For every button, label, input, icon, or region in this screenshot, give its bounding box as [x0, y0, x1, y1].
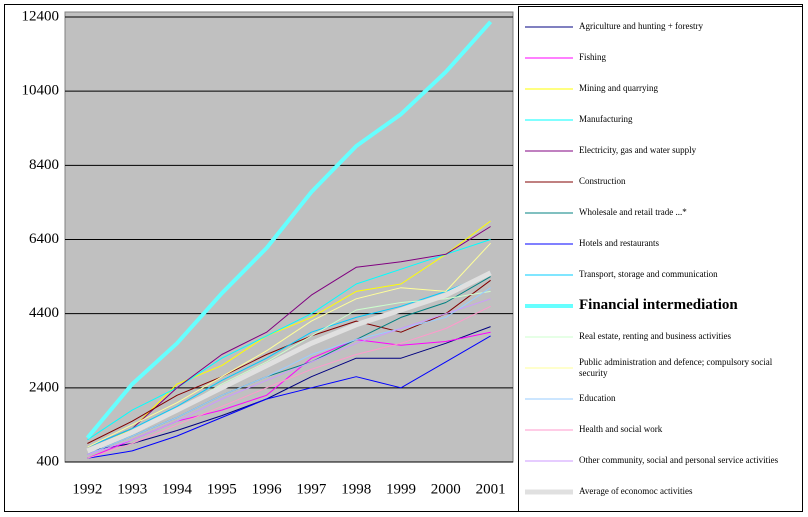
legend-swatch: [525, 212, 573, 213]
legend-label: Manufacturing: [579, 114, 633, 124]
series-line: [87, 335, 491, 459]
series-line: [87, 305, 491, 459]
series-line: [86, 270, 492, 454]
legend-entry: Financial intermediation: [519, 293, 802, 319]
legend-label: Health and social work: [579, 424, 663, 434]
legend-entry: Manufacturing: [519, 107, 802, 133]
legend-label: Mining and quarrying: [579, 83, 658, 93]
y-tick-label: 6400: [29, 231, 59, 247]
y-tick-label: 400: [37, 453, 60, 469]
legend-swatch: [525, 398, 573, 399]
legend-entry: Construction: [519, 169, 802, 195]
legend-entry: Mining and quarrying: [519, 76, 802, 102]
x-tick-label: 1996: [252, 481, 283, 497]
legend-swatch: [525, 274, 573, 275]
legend-label: Electricity, gas and water supply: [579, 145, 697, 155]
legend-swatch: [525, 57, 573, 58]
legend-label: Fishing: [579, 52, 607, 62]
legend-entry: Fishing: [519, 45, 802, 71]
legend-entry: Transport, storage and communication: [519, 262, 802, 288]
legend-entry: Health and social work: [519, 417, 802, 443]
x-tick-label: 1997: [296, 481, 327, 497]
series-line: [87, 220, 491, 452]
chart: 400 2400 4400 6400 8400 10400 12400 1992 1993 199…: [22, 8, 514, 497]
legend-label: Public administration and defence; compu…: [579, 356, 773, 378]
legend-swatch: [525, 489, 573, 494]
legend-entry: Wholesale and retail trade ...*: [519, 200, 802, 226]
legend-swatch: [525, 429, 573, 430]
x-tick-label: 1998: [341, 481, 371, 497]
legend-label: Real estate, renting and business activi…: [579, 331, 731, 341]
legend-label: Wholesale and retail trade ...*: [579, 207, 687, 217]
legend-swatch: [525, 367, 573, 368]
series-line: [87, 239, 491, 441]
legend-entry: Public administration and defence; compu…: [519, 355, 802, 381]
legend-swatch: [525, 119, 573, 120]
series-line: [87, 287, 491, 456]
legend: Agriculture and hunting + forestry Fishin…: [518, 6, 803, 512]
legend-swatch: [525, 336, 573, 337]
legend-swatch: [525, 303, 573, 308]
series-line: [87, 326, 491, 452]
legend-label: Construction: [579, 176, 626, 186]
legend-entry: Education: [519, 386, 802, 412]
x-tick-label: 1993: [117, 481, 147, 497]
series-line: [87, 242, 491, 448]
legend-label: Other community, social and personal ser…: [579, 455, 779, 465]
x-tick-label: 1992: [72, 481, 102, 497]
legend-swatch: [525, 150, 573, 151]
x-tick-label: 1995: [207, 481, 237, 497]
legend-swatch: [525, 460, 573, 461]
legend-entry: Agriculture and hunting + forestry: [519, 14, 802, 40]
y-tick-label: 8400: [29, 157, 59, 173]
legend-label: Agriculture and hunting + forestry: [579, 21, 704, 31]
legend-entry: Hotels and restaurants: [519, 231, 802, 257]
legend-swatch: [525, 243, 573, 244]
series-line: [85, 20, 493, 440]
series-line: [87, 272, 491, 448]
legend-label: Average of economoc activities: [579, 486, 693, 496]
x-tick-label: 1994: [162, 481, 193, 497]
legend-label: Financial intermediation: [579, 297, 738, 313]
legend-entry: Real estate, renting and business activi…: [519, 324, 802, 350]
legend-swatch: [525, 181, 573, 182]
legend-entry: Other community, social and personal ser…: [519, 448, 802, 474]
legend-entry: Electricity, gas and water supply: [519, 138, 802, 164]
y-tick-label: 10400: [22, 83, 60, 99]
legend-swatch: [525, 26, 573, 27]
legend-label: Hotels and restaurants: [579, 238, 659, 248]
y-tick-label: 4400: [29, 305, 59, 321]
legend-label: Education: [579, 393, 616, 403]
y-tick-label: 12400: [22, 8, 60, 24]
legend-swatch: [525, 88, 573, 89]
x-tick-label: 2000: [431, 481, 461, 497]
legend-entry: Average of economoc activities: [519, 479, 802, 505]
y-tick-label: 2400: [29, 379, 59, 395]
x-tick-label: 1999: [386, 481, 416, 497]
series-line: [87, 298, 491, 456]
x-tick-label: 2001: [476, 481, 506, 497]
legend-label: Transport, storage and communication: [579, 269, 718, 279]
plot-area: [64, 11, 514, 463]
